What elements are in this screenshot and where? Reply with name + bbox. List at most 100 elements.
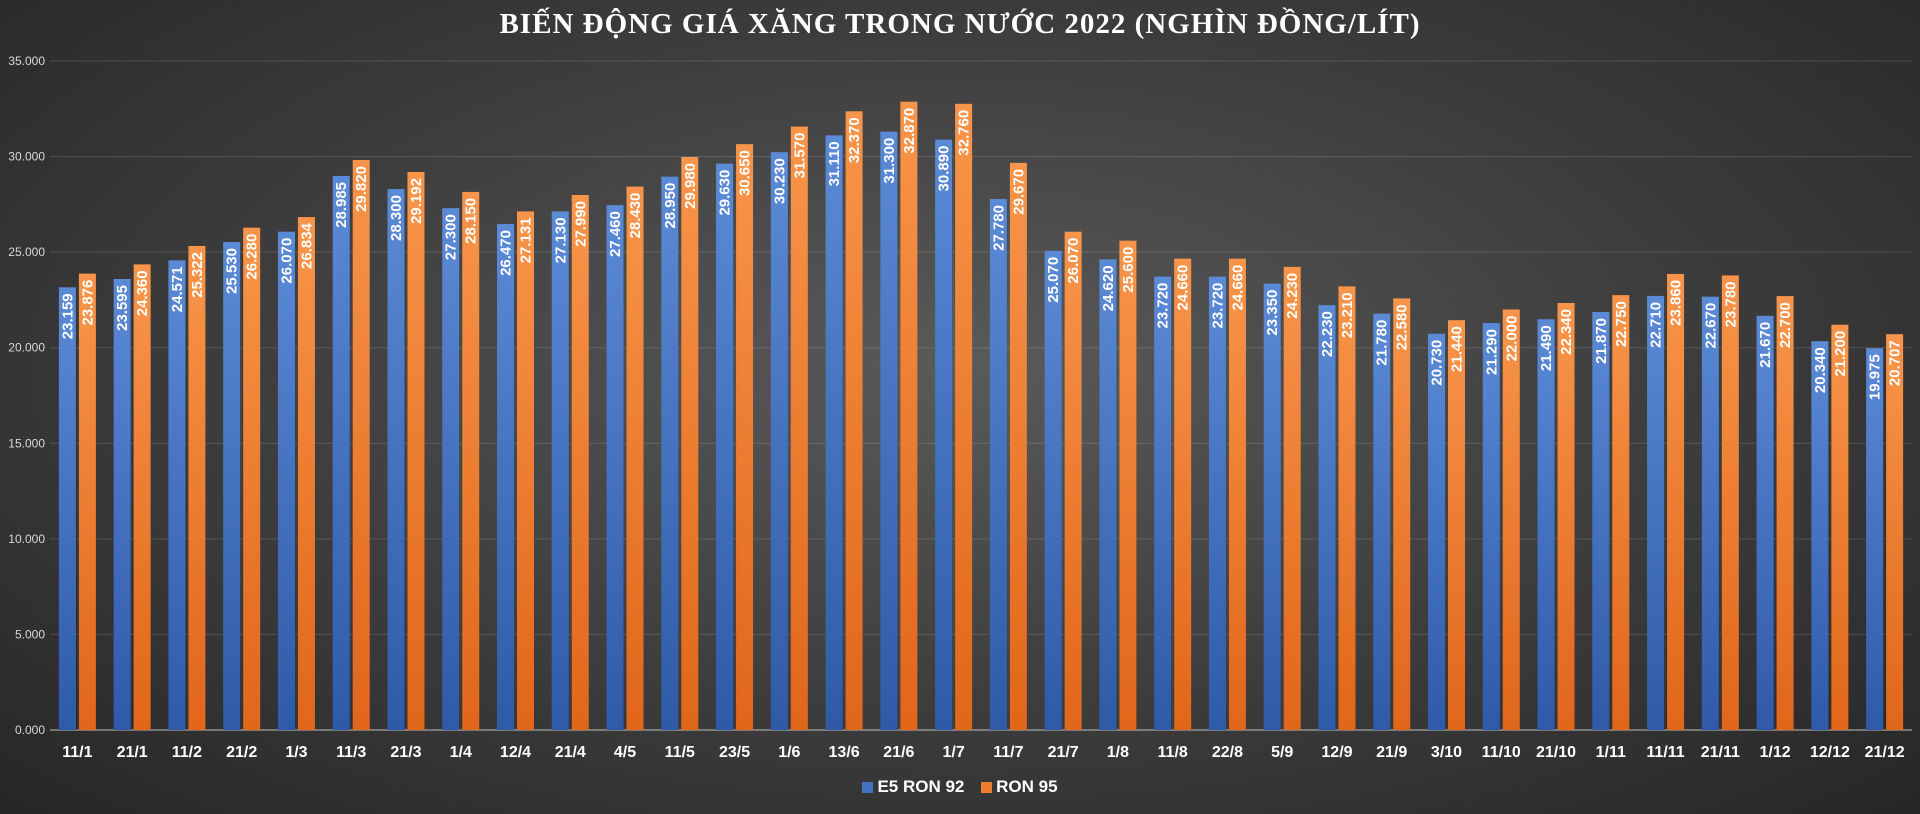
legend-label-ron95: RON 95	[996, 777, 1058, 796]
x-tick-label: 11/10	[1482, 744, 1521, 761]
data-label: 27.131	[518, 217, 535, 263]
x-tick-label: 1/3	[285, 744, 307, 761]
bar	[1667, 273, 1685, 730]
y-tick-label: 15.000	[8, 436, 45, 450]
x-tick-label: 1/12	[1760, 744, 1791, 761]
data-label: 28.300	[388, 195, 405, 241]
data-label: 23.780	[1722, 281, 1739, 327]
data-label: 23.159	[59, 293, 76, 339]
data-label: 23.720	[1155, 283, 1172, 329]
legend-item-e5: E5 RON 92	[862, 777, 964, 797]
data-label: 26.280	[244, 234, 261, 280]
y-tick-label: 30.000	[8, 150, 45, 164]
data-label: 21.870	[1593, 318, 1610, 364]
data-label: 28.950	[662, 183, 679, 229]
bar	[681, 156, 699, 730]
data-label: 23.720	[1209, 283, 1226, 329]
bar	[1701, 296, 1719, 730]
x-tick-label: 21/11	[1701, 744, 1740, 761]
data-label: 22.230	[1319, 311, 1336, 357]
x-tick-label: 3/10	[1431, 744, 1462, 761]
x-tick-label: 21/9	[1376, 744, 1407, 761]
bar	[277, 231, 295, 731]
x-tick-label: 13/6	[829, 744, 860, 761]
bar	[1154, 276, 1172, 730]
data-label: 27.130	[552, 217, 569, 263]
data-label: 29.670	[1010, 169, 1027, 215]
bar	[989, 199, 1007, 731]
x-tick-label: 1/8	[1107, 744, 1129, 761]
data-label: 24.660	[1175, 265, 1192, 311]
data-label: 27.990	[572, 201, 589, 247]
data-label: 32.760	[956, 110, 973, 156]
bar	[462, 191, 480, 730]
x-tick-label: 1/6	[778, 744, 800, 761]
bar	[1647, 295, 1665, 730]
y-tick-label: 5.000	[15, 627, 45, 641]
data-label: 24.360	[134, 270, 151, 316]
bar	[1044, 250, 1062, 730]
data-label: 20.730	[1429, 340, 1446, 386]
bar	[1338, 286, 1356, 730]
x-tick-label: 21/12	[1865, 744, 1905, 761]
x-tick-label: 1/7	[942, 744, 964, 761]
data-label: 22.340	[1558, 309, 1575, 355]
bar	[1064, 231, 1082, 731]
bar	[736, 144, 754, 730]
data-label: 21.440	[1449, 326, 1466, 372]
bar	[58, 287, 76, 730]
bar	[571, 194, 589, 730]
bar	[1448, 320, 1465, 730]
legend-item-ron95: RON 95	[981, 777, 1058, 797]
data-label: 24.571	[169, 266, 186, 312]
data-label: 27.780	[990, 205, 1007, 251]
legend-swatch-ron95	[981, 781, 993, 793]
data-label: 26.470	[498, 230, 515, 276]
data-label: 29.980	[682, 163, 699, 209]
data-label: 28.430	[627, 193, 644, 239]
data-label: 30.230	[771, 158, 788, 204]
data-label: 26.070	[278, 238, 295, 284]
bar	[1537, 319, 1555, 730]
bar	[442, 208, 460, 730]
data-label: 24.660	[1229, 265, 1246, 311]
chart-legend: E5 RON 92 RON 95	[0, 777, 1920, 798]
x-tick-label: 11/2	[172, 744, 202, 761]
bar	[1557, 302, 1575, 730]
bar	[1482, 323, 1500, 730]
bar	[188, 245, 206, 731]
bar	[352, 160, 370, 731]
bar	[1428, 333, 1445, 730]
data-label: 26.834	[298, 222, 315, 269]
bar	[1119, 240, 1137, 730]
bar	[900, 101, 918, 730]
x-tick-label: 5/9	[1271, 744, 1293, 761]
data-label: 23.860	[1668, 280, 1685, 326]
data-label: 25.600	[1120, 247, 1137, 293]
bar	[1373, 313, 1391, 730]
data-label: 21.290	[1483, 329, 1500, 375]
data-label: 23.876	[79, 280, 96, 326]
bar	[517, 211, 534, 731]
bar	[1811, 341, 1829, 730]
bar	[551, 211, 569, 730]
data-label: 20.340	[1812, 347, 1829, 393]
bar	[243, 227, 261, 730]
bar	[113, 278, 131, 730]
x-tick-label: 23/5	[719, 744, 750, 761]
data-label: 21.670	[1757, 322, 1774, 368]
data-label: 22.710	[1648, 302, 1665, 348]
bar	[790, 126, 808, 730]
data-label: 31.110	[826, 141, 843, 186]
x-tick-label: 11/3	[336, 744, 366, 761]
data-label: 20.707	[1887, 340, 1904, 386]
x-tick-label: 12/12	[1810, 744, 1850, 761]
data-label: 25.070	[1045, 257, 1062, 303]
x-tick-label: 11/5	[665, 744, 695, 761]
x-tick-label: 21/6	[883, 744, 914, 761]
x-tick-label: 21/10	[1536, 744, 1576, 761]
data-label: 29.192	[408, 178, 425, 224]
bar	[1886, 334, 1904, 730]
bar	[1756, 315, 1774, 730]
data-label: 22.580	[1394, 304, 1411, 350]
